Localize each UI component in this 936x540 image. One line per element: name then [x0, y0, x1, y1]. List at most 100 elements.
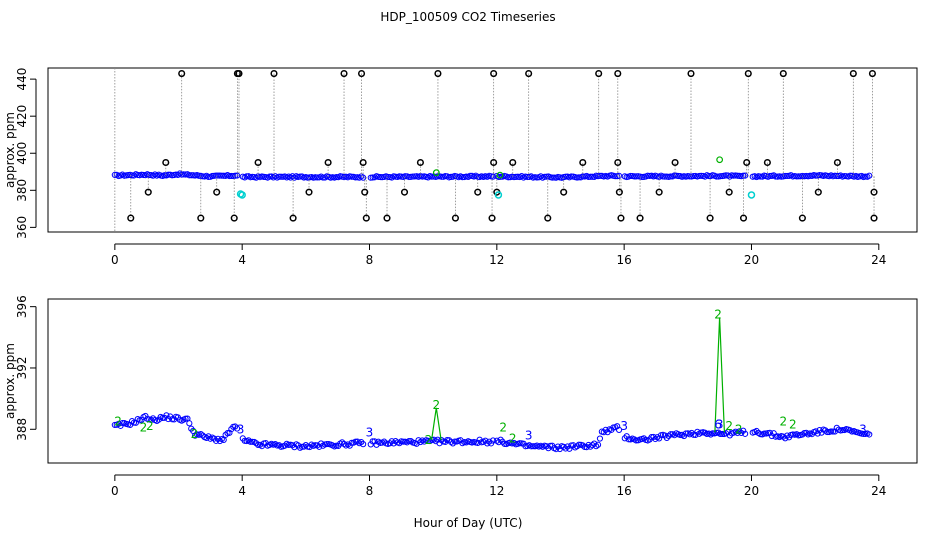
- data-point: [434, 436, 441, 443]
- flag-label-3: 3: [716, 418, 724, 432]
- data-point: [438, 173, 445, 180]
- data-point: [770, 430, 777, 437]
- data-point: [803, 429, 810, 436]
- outlier-point: [383, 214, 391, 222]
- data-point: [772, 173, 779, 180]
- y-axis-label: approx. ppm: [3, 343, 17, 419]
- data-point: [186, 172, 193, 179]
- outlier-point: [235, 70, 243, 78]
- data-point: [682, 430, 690, 437]
- outlier-point: [324, 158, 332, 167]
- data-point: [220, 436, 227, 444]
- outlier-point: [687, 70, 695, 78]
- data-point: [742, 172, 749, 179]
- data-point: [528, 443, 535, 450]
- data-point: [220, 172, 227, 179]
- data-point: [505, 174, 512, 181]
- data-point: [705, 172, 712, 180]
- data-point: [615, 426, 623, 434]
- data-point: [186, 420, 193, 427]
- y-tick-label: 388: [15, 418, 29, 441]
- outlier-point: [833, 158, 841, 167]
- data-point: [459, 174, 466, 181]
- data-point: [111, 171, 118, 179]
- x-tick-label: 12: [489, 253, 504, 267]
- x-tick-label: 24: [871, 253, 886, 267]
- flag-label-2: 2: [425, 433, 433, 447]
- data-point: [226, 172, 233, 180]
- data-point: [128, 418, 136, 425]
- data-point: [247, 438, 254, 445]
- data-point: [822, 427, 829, 434]
- data-point: [761, 430, 768, 437]
- data-point: [314, 174, 321, 181]
- data-point: [650, 433, 657, 441]
- calibration-point: [494, 191, 503, 199]
- outlier-point: [614, 70, 622, 78]
- data-point: [780, 433, 787, 440]
- data-point: [696, 172, 703, 180]
- data-point: [451, 438, 458, 445]
- flagged-point: [716, 156, 724, 164]
- outlier-point: [400, 188, 409, 196]
- data-point: [690, 172, 697, 180]
- data-point: [417, 438, 424, 446]
- data-point: [384, 173, 392, 181]
- flagged-point: [496, 171, 504, 179]
- calibration-point: [238, 191, 246, 199]
- data-point: [275, 442, 283, 449]
- data-point: [579, 173, 586, 180]
- data-point: [656, 435, 663, 442]
- outlier-point: [488, 214, 496, 222]
- data-point: [402, 173, 409, 180]
- top-panel: 0 4 8 12 16 20 24 360 380 400 420 440 approx. ppm: [3, 67, 918, 267]
- flagged-point: [432, 169, 440, 177]
- outlier-point: [706, 214, 714, 222]
- data-point: [275, 173, 283, 180]
- data-point: [466, 172, 474, 179]
- outlier-point: [814, 188, 822, 196]
- flag-label-2: 2: [140, 421, 148, 435]
- data-point: [182, 415, 189, 422]
- data-point: [489, 173, 497, 180]
- data-point: [266, 173, 273, 180]
- data-point: [348, 439, 355, 446]
- data-point: [232, 423, 239, 430]
- data-point: [203, 434, 210, 442]
- data-point: [562, 173, 569, 180]
- data-point: [638, 173, 646, 181]
- outlier-point: [671, 158, 679, 167]
- flag-label-2: 2: [191, 427, 199, 441]
- data-point: [316, 443, 323, 450]
- data-point: [409, 173, 416, 180]
- data-point: [734, 429, 741, 437]
- data-point: [568, 173, 575, 180]
- flag-label-3: 3: [366, 425, 374, 439]
- outlier-point: [490, 70, 498, 78]
- data-point: [297, 173, 304, 180]
- data-point: [724, 428, 732, 436]
- flag-label-3: 3: [525, 428, 533, 442]
- data-point: [348, 173, 355, 180]
- data-point: [717, 430, 724, 437]
- data-point: [249, 438, 256, 445]
- data-point: [736, 428, 743, 435]
- flag-label-2: 2: [714, 307, 722, 321]
- outlier-point: [162, 158, 170, 167]
- outlier-point: [359, 158, 367, 167]
- x-tick-label: 8: [366, 253, 374, 267]
- data-point: [594, 441, 602, 448]
- data-point: [484, 440, 491, 447]
- outlier-point: [254, 158, 262, 167]
- data-point: [740, 172, 747, 179]
- data-point: [575, 441, 583, 448]
- outlier-point: [743, 158, 751, 167]
- x-tick-label: 0: [111, 253, 119, 267]
- data-point: [367, 441, 374, 448]
- flag-label-2: 2: [499, 421, 507, 435]
- data-point: [753, 427, 760, 435]
- outlier-point: [305, 188, 313, 196]
- flag-label-3: 3: [859, 422, 867, 436]
- data-point: [587, 173, 594, 180]
